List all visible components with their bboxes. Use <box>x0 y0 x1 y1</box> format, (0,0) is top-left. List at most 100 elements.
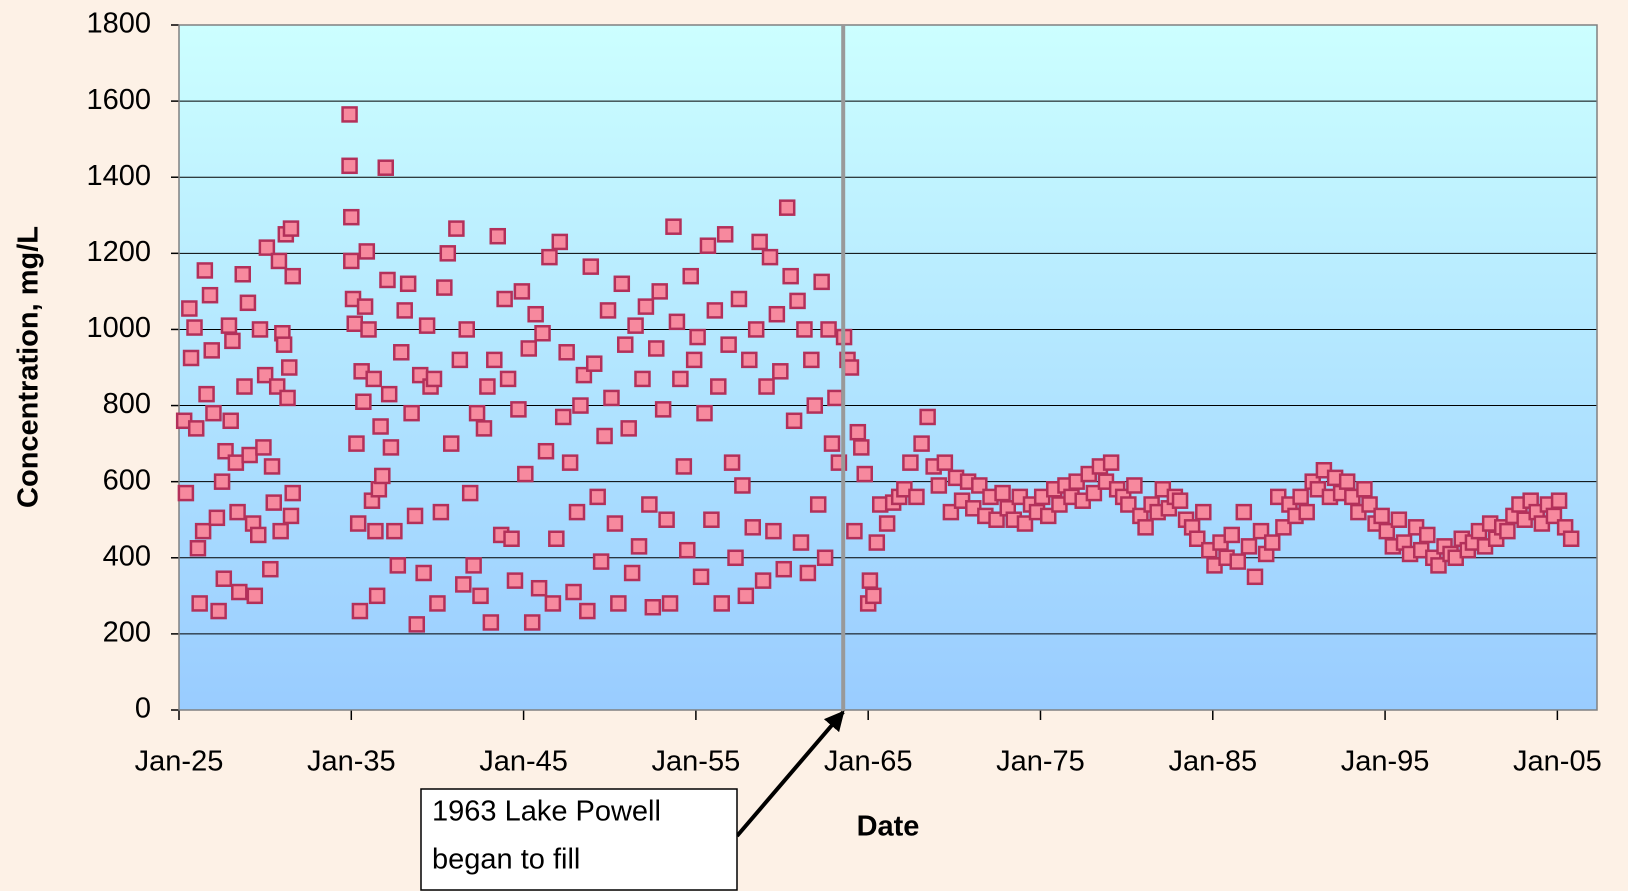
point <box>661 595 679 612</box>
point <box>367 522 384 540</box>
point <box>205 404 222 422</box>
x-tick-label: Jan-05 <box>1513 746 1602 778</box>
point <box>262 560 279 578</box>
point <box>561 454 579 471</box>
point <box>486 351 503 369</box>
point <box>510 401 527 418</box>
point <box>1356 481 1373 498</box>
point <box>1126 477 1143 494</box>
point <box>606 515 624 532</box>
point <box>406 507 424 525</box>
point <box>827 389 844 407</box>
point <box>775 560 793 578</box>
point <box>382 439 400 456</box>
point <box>1240 538 1258 555</box>
point <box>641 496 658 513</box>
point <box>341 157 358 175</box>
point <box>182 349 200 367</box>
point <box>761 248 779 266</box>
point <box>503 530 520 547</box>
point <box>386 522 403 540</box>
point <box>572 397 589 414</box>
point <box>1430 557 1447 574</box>
point <box>380 385 398 403</box>
point <box>281 359 298 376</box>
point <box>648 340 665 357</box>
point <box>592 553 610 570</box>
point <box>710 378 727 395</box>
point <box>610 595 627 612</box>
point <box>187 420 205 437</box>
point <box>865 587 882 605</box>
point <box>377 159 395 176</box>
point <box>994 484 1011 502</box>
point <box>703 511 720 528</box>
point <box>255 439 272 456</box>
point <box>451 351 469 369</box>
point <box>1499 522 1516 540</box>
y-tick-label: 1800 <box>86 8 151 40</box>
point <box>489 227 506 245</box>
point <box>1373 507 1390 525</box>
point <box>523 614 541 631</box>
point <box>696 404 713 422</box>
point <box>675 458 693 475</box>
point <box>246 587 264 605</box>
point <box>208 509 226 527</box>
point <box>1120 496 1137 513</box>
point <box>499 370 517 388</box>
point <box>203 342 220 359</box>
point <box>1419 526 1436 544</box>
point <box>1550 492 1568 509</box>
point <box>365 370 382 388</box>
point <box>537 442 555 460</box>
point <box>620 420 637 437</box>
point <box>258 239 276 256</box>
y-tick-label: 600 <box>103 464 151 496</box>
point <box>651 283 668 300</box>
point <box>554 408 572 426</box>
point <box>194 522 212 540</box>
point <box>723 454 741 471</box>
point <box>356 298 374 315</box>
point <box>603 389 620 407</box>
point <box>348 435 365 452</box>
point <box>270 252 288 270</box>
plot-area <box>179 25 1597 710</box>
point <box>596 427 613 445</box>
point <box>189 540 207 557</box>
point <box>803 351 820 369</box>
point <box>1338 473 1356 490</box>
point <box>355 393 372 410</box>
x-tick-label: Jan-65 <box>824 746 913 778</box>
point <box>846 522 863 540</box>
point <box>1361 496 1378 513</box>
point <box>1298 503 1315 521</box>
point <box>541 248 558 266</box>
point <box>1246 568 1264 586</box>
point <box>744 519 761 536</box>
point <box>599 302 617 319</box>
annotation-text: 1963 Lake Powell <box>432 796 661 828</box>
point <box>399 275 417 293</box>
point <box>727 549 744 567</box>
point <box>263 458 281 475</box>
point <box>432 503 450 521</box>
point <box>210 602 227 620</box>
point <box>796 321 813 338</box>
point <box>1085 484 1103 502</box>
point <box>418 317 436 334</box>
point <box>799 564 817 582</box>
x-axis-label: Date <box>857 811 920 843</box>
point <box>475 420 493 437</box>
point <box>530 579 548 597</box>
point <box>734 477 751 494</box>
point <box>747 321 765 338</box>
point <box>389 557 407 574</box>
point <box>644 599 662 616</box>
point <box>616 336 634 353</box>
point <box>565 583 582 601</box>
point <box>346 315 363 332</box>
y-tick-label: 200 <box>103 617 151 649</box>
point <box>1263 534 1281 551</box>
